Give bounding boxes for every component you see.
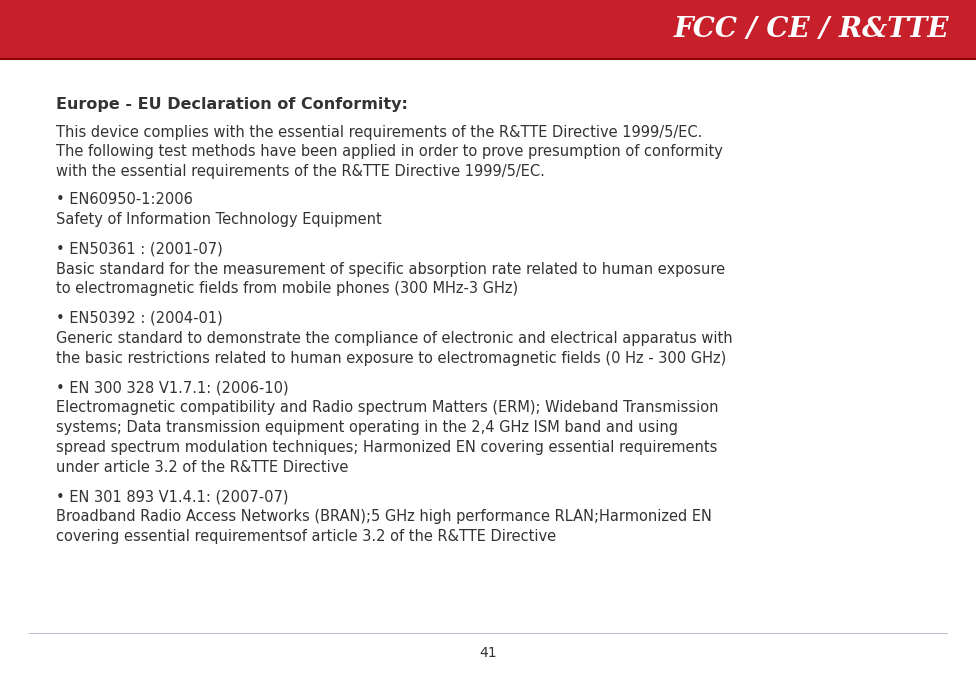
Text: Basic standard for the measurement of specific absorption rate related to human : Basic standard for the measurement of sp…	[56, 261, 725, 277]
Text: to electromagnetic fields from mobile phones (300 MHz-3 GHz): to electromagnetic fields from mobile ph…	[56, 281, 517, 296]
Text: Electromagnetic compatibility and Radio spectrum Matters (ERM); Wideband Transmi: Electromagnetic compatibility and Radio …	[56, 400, 718, 415]
Text: FCC / CE / R&TTE: FCC / CE / R&TTE	[673, 16, 949, 43]
Text: This device complies with the essential requirements of the R&TTE Directive 1999: This device complies with the essential …	[56, 125, 702, 140]
Text: • EN50361 : (2001-07): • EN50361 : (2001-07)	[56, 242, 223, 256]
Text: Europe - EU Declaration of Conformity:: Europe - EU Declaration of Conformity:	[56, 97, 408, 111]
Bar	[0, 0, 976, 59]
Text: spread spectrum modulation techniques; Harmonized EN covering essential requirem: spread spectrum modulation techniques; H…	[56, 439, 717, 455]
Text: • EN60950-1:2006: • EN60950-1:2006	[56, 192, 192, 207]
Text: systems; Data transmission equipment operating in the 2,4 GHz ISM band and using: systems; Data transmission equipment ope…	[56, 420, 677, 435]
Text: 41: 41	[479, 646, 497, 659]
Text: Broadband Radio Access Networks (BRAN);5 GHz high performance RLAN;Harmonized EN: Broadband Radio Access Networks (BRAN);5…	[56, 509, 712, 524]
Text: with the essential requirements of the R&TTE Directive 1999/5/EC.: with the essential requirements of the R…	[56, 164, 545, 180]
Text: • EN50392 : (2004-01): • EN50392 : (2004-01)	[56, 310, 223, 326]
Text: • EN 300 328 V1.7.1: (2006-10): • EN 300 328 V1.7.1: (2006-10)	[56, 380, 288, 395]
Text: The following test methods have been applied in order to prove presumption of co: The following test methods have been app…	[56, 144, 722, 159]
Text: under article 3.2 of the R&TTE Directive: under article 3.2 of the R&TTE Directive	[56, 460, 348, 475]
Text: covering essential requirementsof article 3.2 of the R&TTE Directive: covering essential requirementsof articl…	[56, 529, 555, 544]
Text: the basic restrictions related to human exposure to electromagnetic fields (0 Hz: the basic restrictions related to human …	[56, 350, 726, 366]
Text: Generic standard to demonstrate the compliance of electronic and electrical appa: Generic standard to demonstrate the comp…	[56, 331, 732, 346]
Text: • EN 301 893 V1.4.1: (2007-07): • EN 301 893 V1.4.1: (2007-07)	[56, 489, 288, 504]
Text: Safety of Information Technology Equipment: Safety of Information Technology Equipme…	[56, 212, 382, 227]
